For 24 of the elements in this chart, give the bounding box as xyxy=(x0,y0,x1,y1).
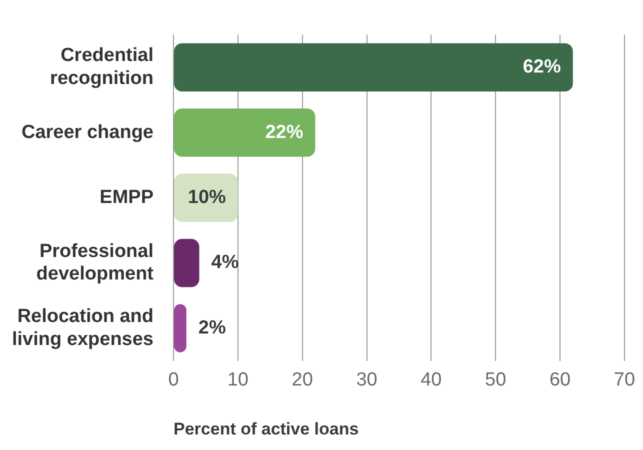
data-label: 4% xyxy=(211,252,239,274)
y-tick-label: Career change xyxy=(21,122,154,143)
bar xyxy=(174,108,316,157)
y-tick-label: Professional development xyxy=(36,240,154,285)
x-tick-label: 70 xyxy=(614,369,636,390)
bar xyxy=(174,174,238,222)
bar xyxy=(174,43,573,92)
x-tick-label: 20 xyxy=(292,369,313,390)
data-label: 62% xyxy=(522,56,561,78)
data-label: 2% xyxy=(198,317,226,338)
data-label: 10% xyxy=(188,187,226,208)
x-tick-label: 40 xyxy=(420,369,442,390)
x-tick-label: 50 xyxy=(485,369,506,390)
x-axis-title: Percent of active loans xyxy=(174,419,359,438)
x-tick-label: 30 xyxy=(356,369,378,390)
y-tick-label: Relocation and living expenses xyxy=(12,306,154,350)
data-label: 22% xyxy=(265,122,304,143)
y-tick-label: EMPP xyxy=(100,187,154,208)
y-tick-label: Credential recognition xyxy=(50,45,154,90)
bar xyxy=(174,238,200,288)
x-tick-label: 60 xyxy=(549,369,571,390)
x-tick-label: 10 xyxy=(227,369,248,390)
x-tick-label: 0 xyxy=(168,369,179,390)
bar xyxy=(174,304,186,352)
